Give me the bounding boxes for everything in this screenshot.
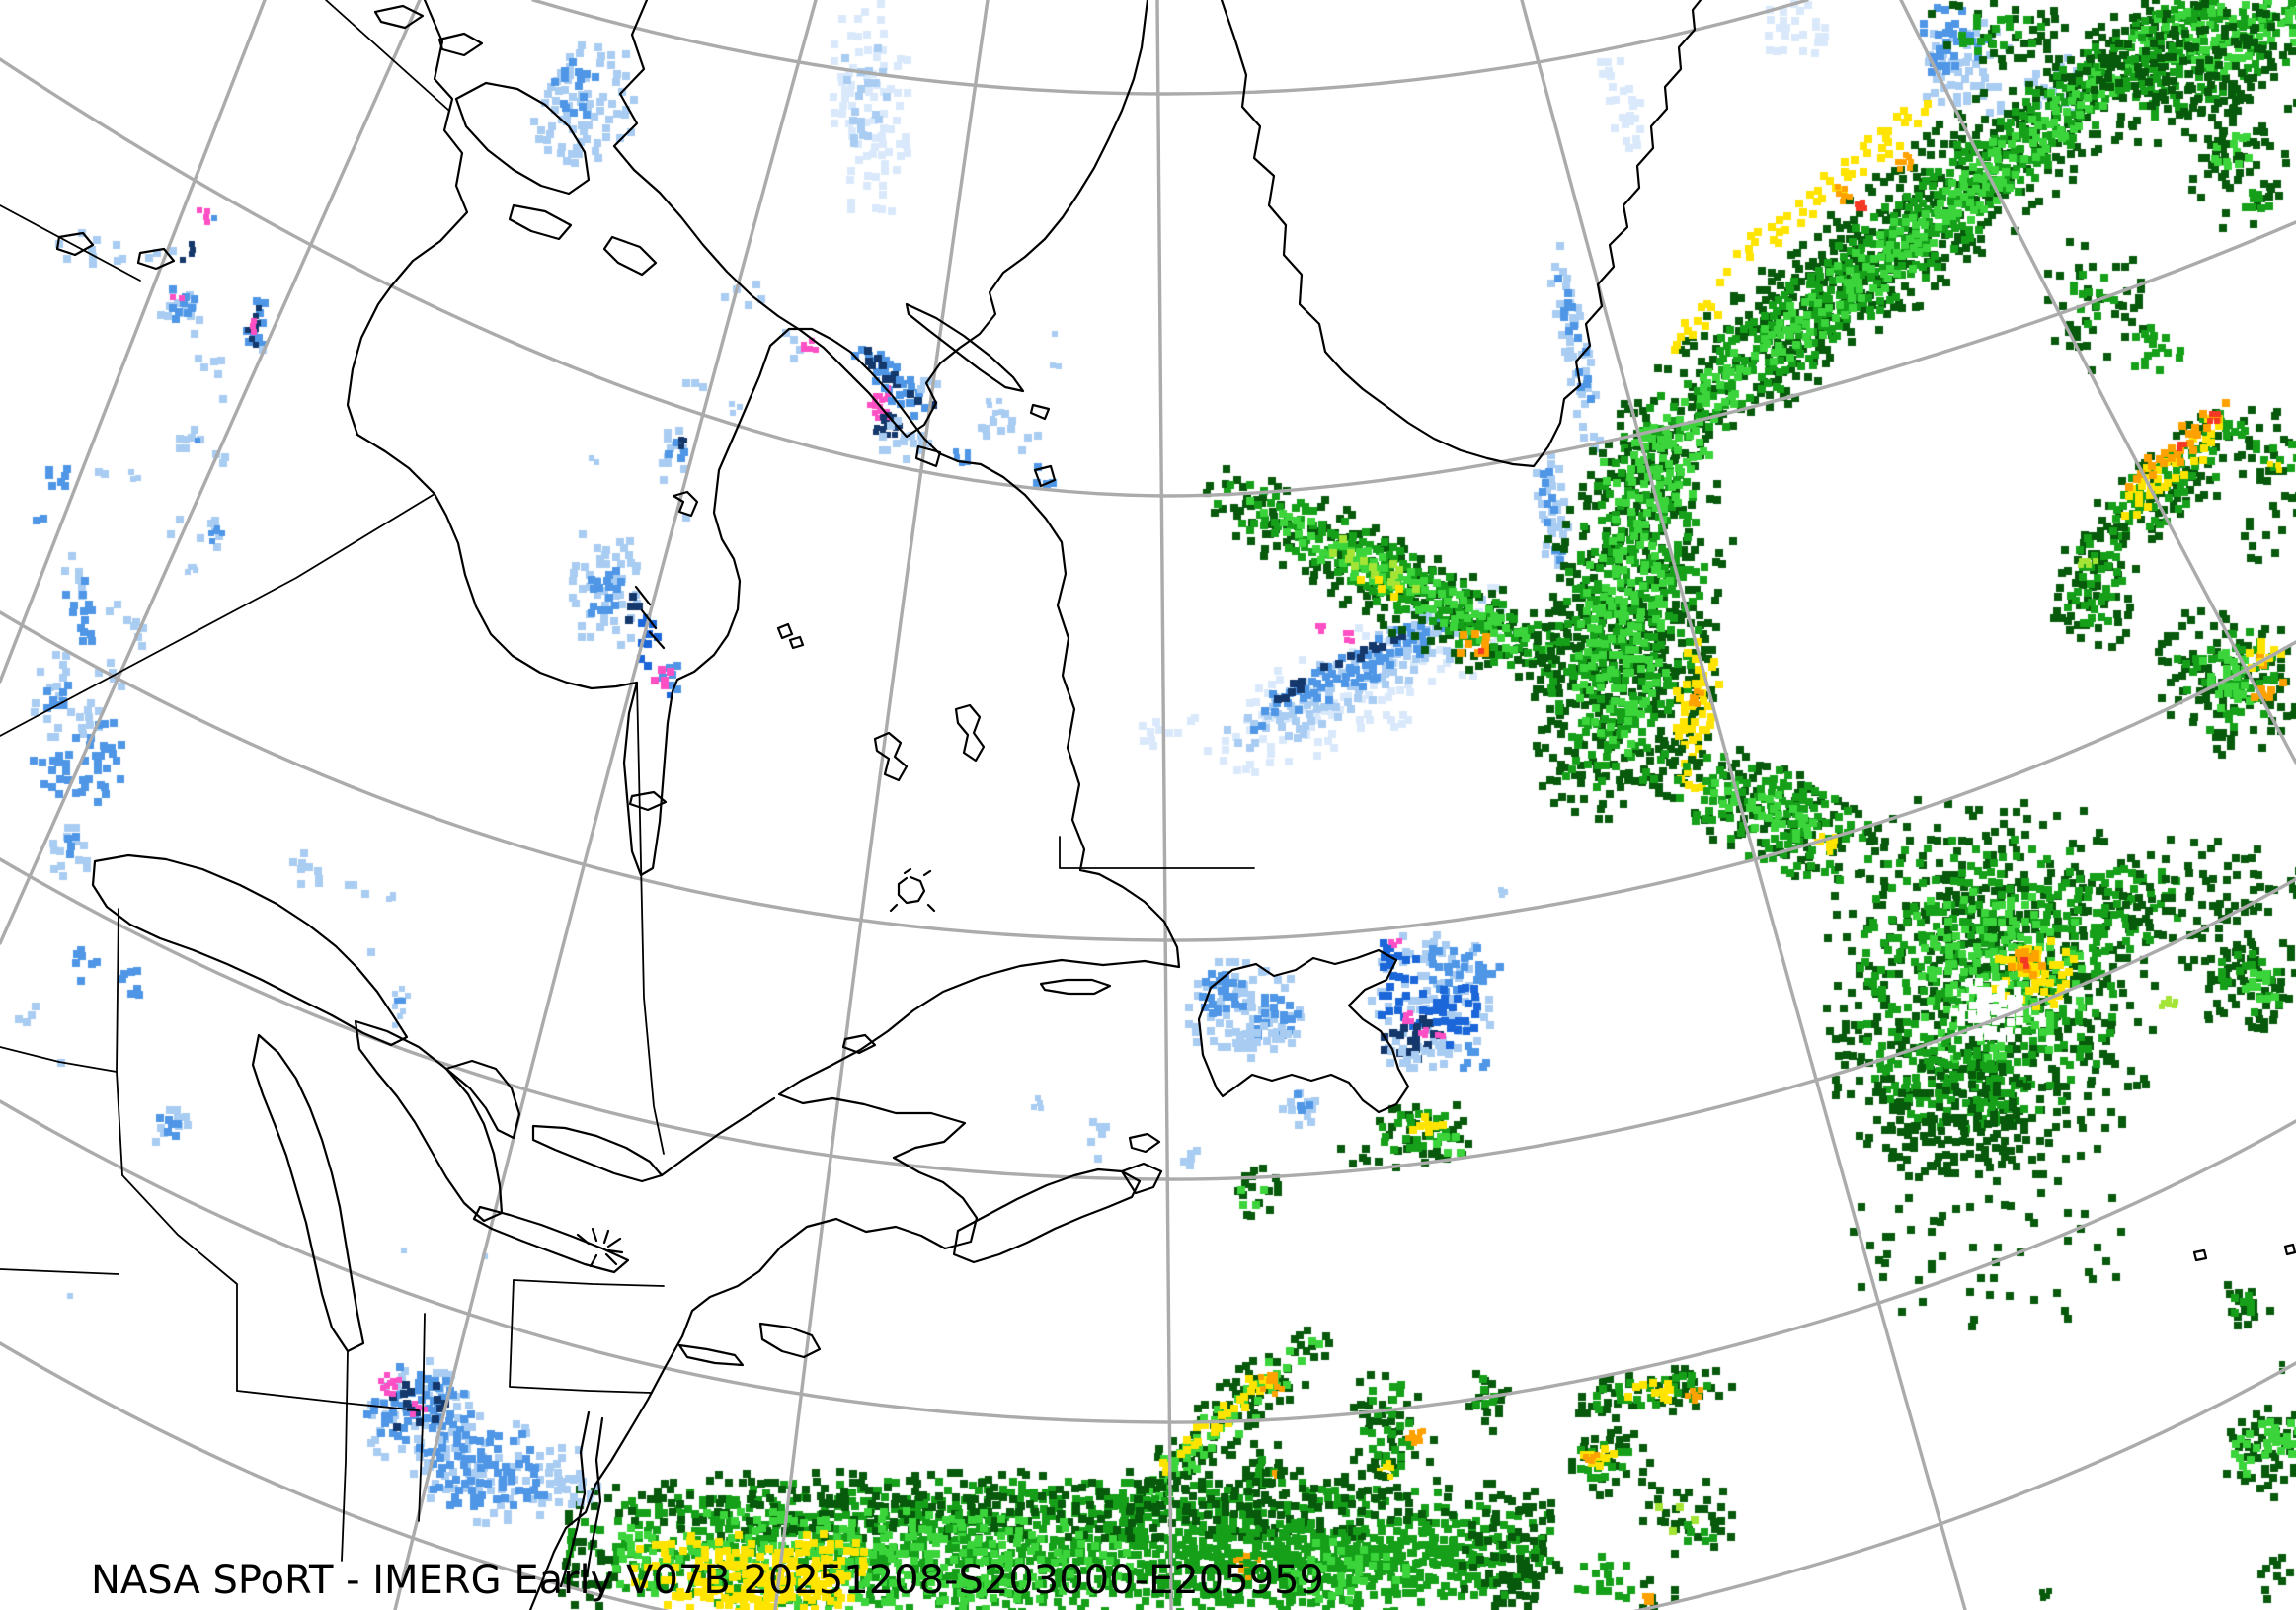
lake-mistassini	[873, 731, 909, 782]
manicouagan-ring	[889, 867, 936, 913]
meridian-line	[0, 0, 422, 945]
coastline-southampton-island	[454, 81, 591, 196]
lake-outline	[776, 622, 805, 650]
lake-erie	[472, 1205, 630, 1274]
border-line	[116, 908, 123, 1176]
coastline-greenland	[1220, 0, 1702, 468]
coastline-islet	[2192, 1248, 2208, 1262]
border-line	[418, 1313, 426, 1522]
coastline-mansel-island	[602, 235, 658, 277]
coastline-mainland-east	[346, 0, 1181, 1610]
coastline-belcher-islands	[672, 490, 699, 518]
border-line	[236, 1390, 420, 1411]
map-title: NASA SPoRT - IMERG Early V07B 20251208-S…	[91, 1558, 1324, 1603]
coastline-resolution-island	[914, 444, 942, 468]
meridian-line	[773, 0, 990, 1610]
border-line	[0, 204, 141, 282]
coastline-newfoundland	[1197, 948, 1410, 1114]
coastline-nova-scotia	[952, 1167, 1142, 1264]
coastline-akimiski-island	[628, 790, 668, 812]
border-line	[509, 1279, 653, 1394]
latitude-line	[531, 0, 1809, 96]
latitude-line	[0, 857, 2296, 1181]
coastline-anticosti-island	[1039, 978, 1112, 996]
coastline-islet	[2283, 1243, 2296, 1256]
coastline-button-islands	[1029, 403, 1051, 421]
lake-outline	[954, 703, 986, 763]
coastline-prince-edward-island	[1128, 1132, 1161, 1154]
coastline-baffin-island	[612, 0, 1149, 439]
lake-huron	[354, 1019, 504, 1223]
coastline-cape-cod	[758, 1322, 822, 1359]
meridian-line	[0, 0, 267, 684]
coastline-arctic-islet	[373, 4, 425, 30]
border-line	[325, 0, 450, 112]
border-line	[341, 1350, 349, 1562]
border-line	[636, 682, 665, 1155]
lake-outline	[136, 247, 176, 271]
border-line	[121, 1174, 238, 1392]
meridian-line	[1155, 0, 1173, 1610]
latitude-line	[0, 57, 2296, 498]
border-line	[0, 493, 435, 737]
border-line	[0, 1046, 118, 1073]
coastline-long-island	[677, 1343, 745, 1367]
st-lawrence-river	[660, 1096, 776, 1177]
lake-st-jean	[841, 1033, 877, 1055]
border-line	[513, 1279, 665, 1287]
coastline-big-island	[905, 302, 1025, 393]
lake-superior	[91, 853, 409, 1047]
latitude-line	[0, 610, 2296, 942]
meridian-line	[1520, 0, 1967, 1610]
coastline-coats-island	[508, 203, 573, 241]
latitude-line	[0, 1099, 2296, 1424]
escarpment-marks	[576, 1227, 624, 1268]
meridian-line	[1899, 0, 2296, 765]
coastline-offshore-island	[1033, 464, 1057, 488]
coastline-arctic-islet	[437, 32, 484, 57]
lake-ontario	[531, 1124, 664, 1183]
georgian-bay	[444, 1059, 521, 1140]
meridian-line	[393, 0, 818, 1610]
lake-michigan	[251, 1033, 365, 1353]
border-line	[1059, 836, 1255, 869]
coastline-cape-breton	[1120, 1162, 1163, 1195]
coastline-chesapeake-bay	[559, 1410, 604, 1588]
coastline-nastapoka-islands	[634, 585, 666, 650]
border-line	[0, 1268, 119, 1275]
latitude-line	[0, 1341, 2296, 1610]
